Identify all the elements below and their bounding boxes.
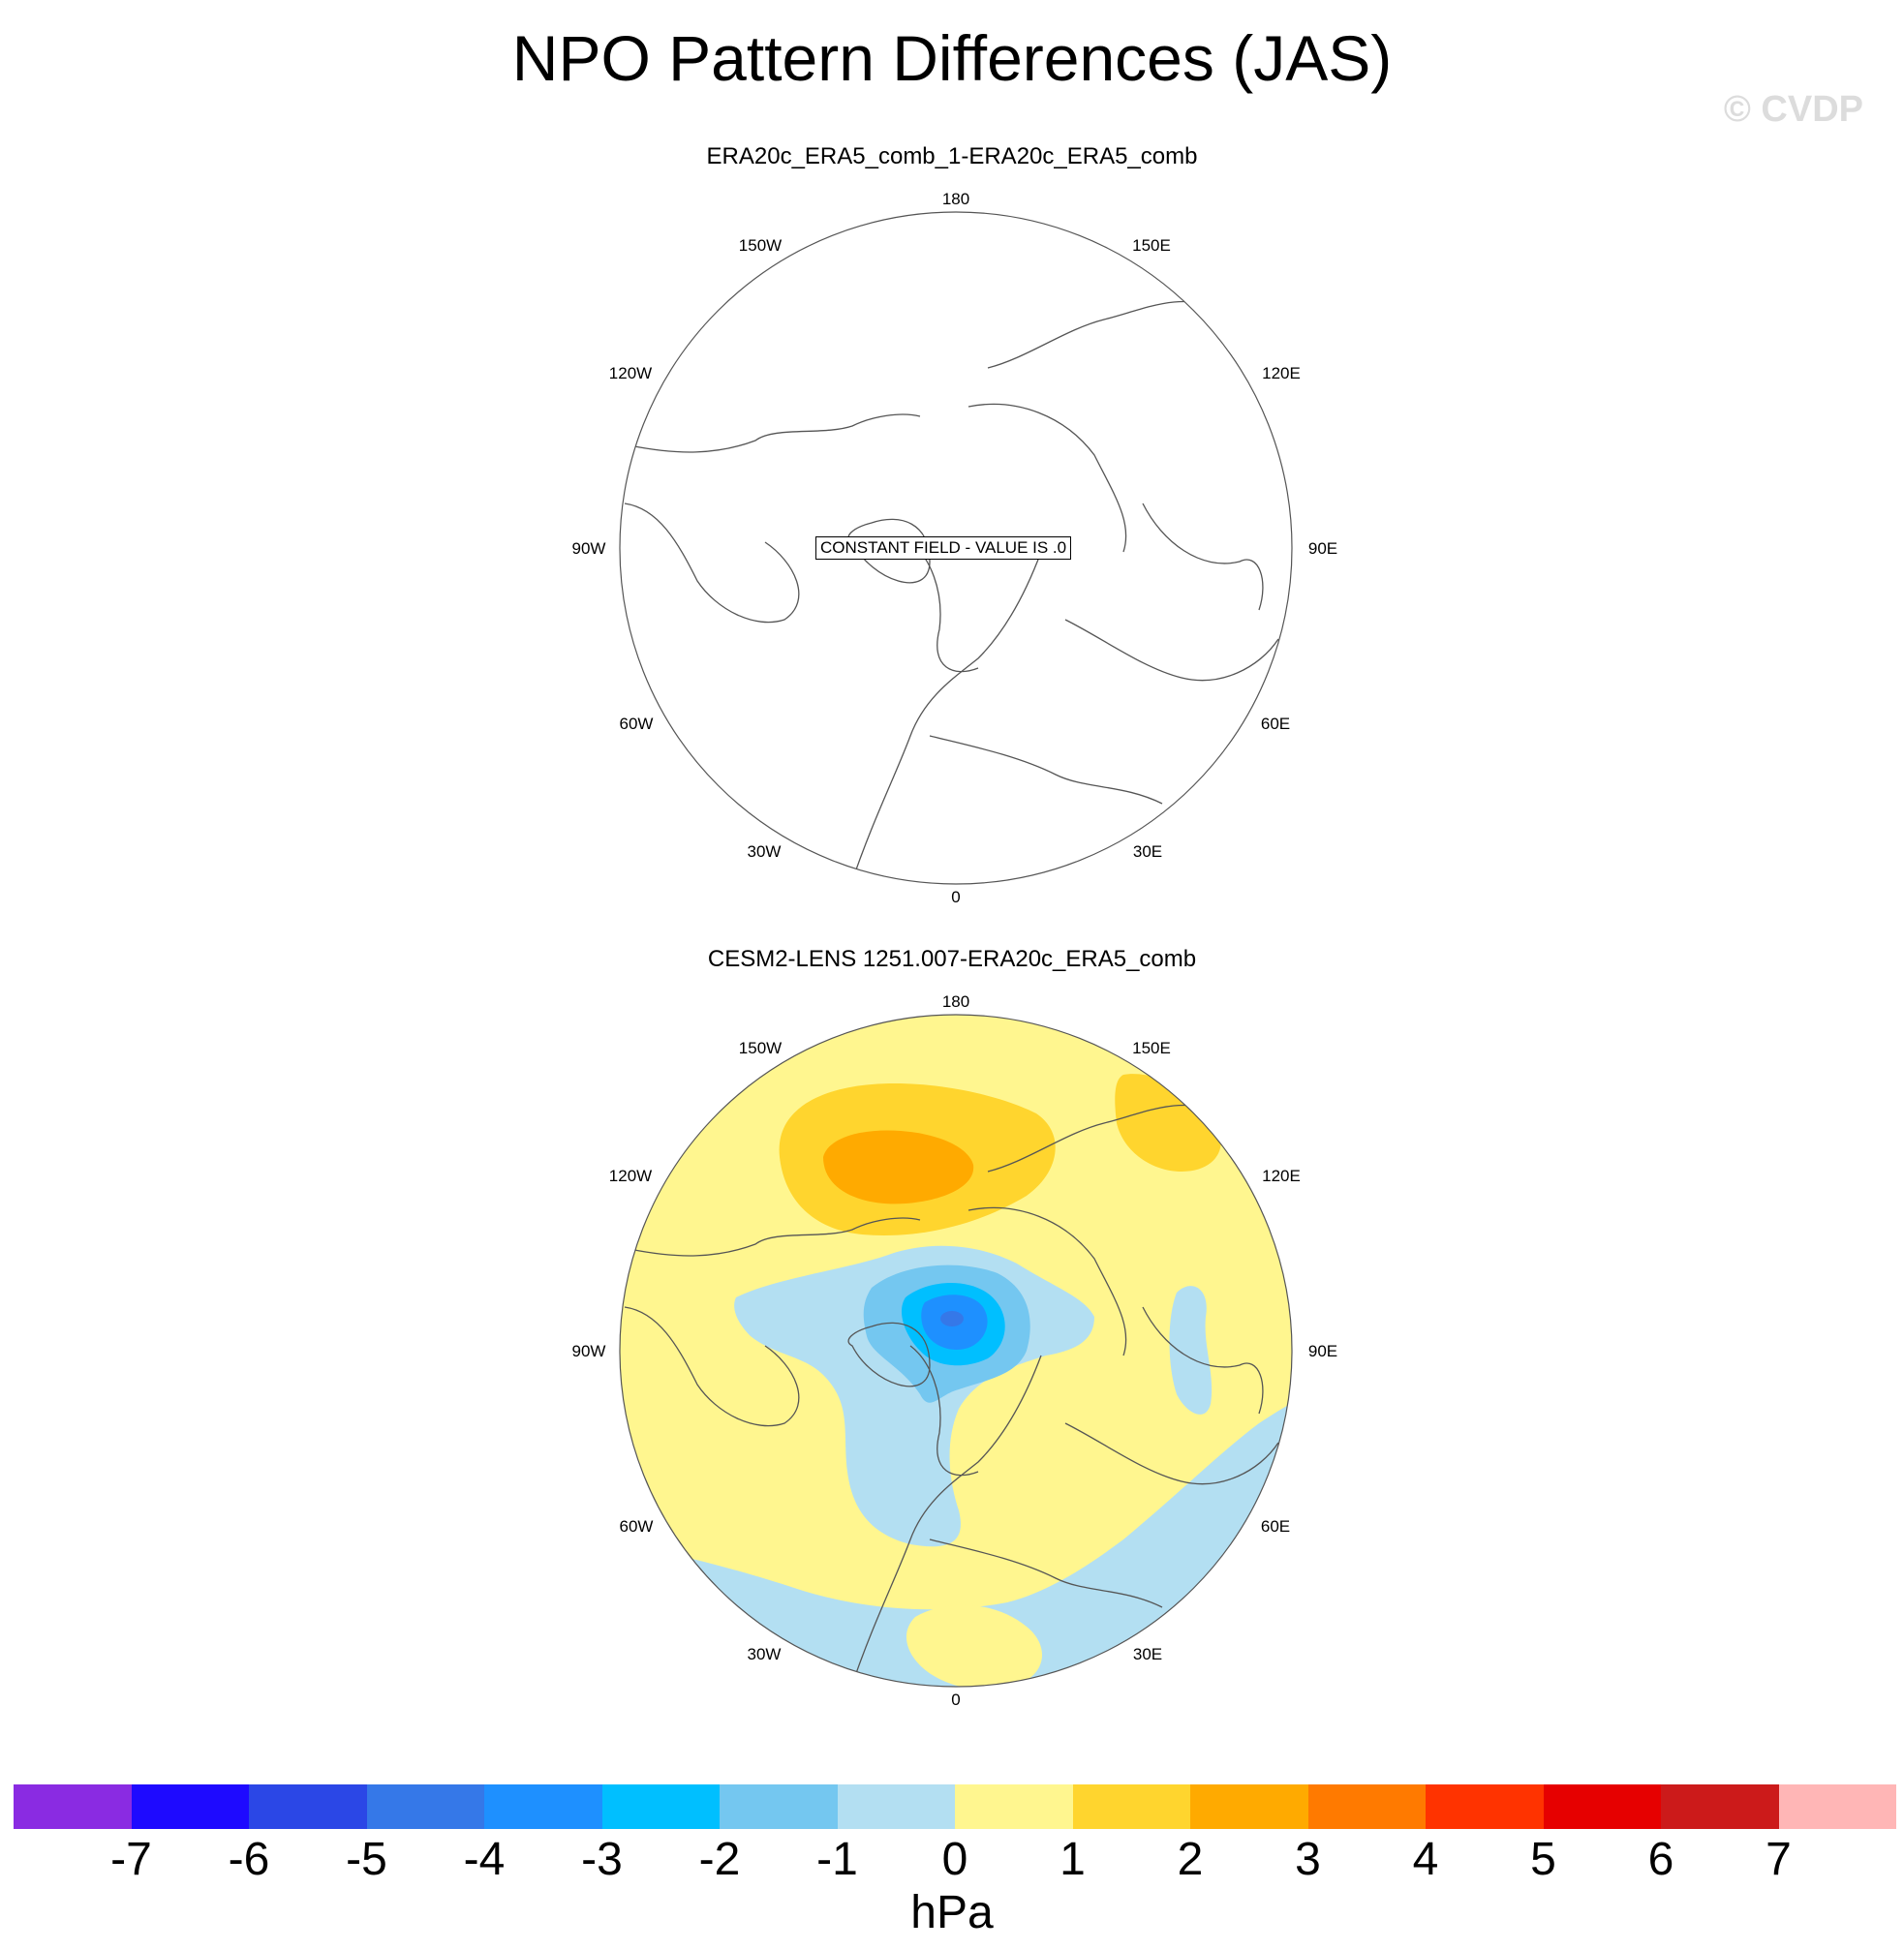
colorbar-cell — [1661, 1784, 1779, 1829]
p1-lon-150e: 150E — [1132, 236, 1171, 255]
p1-lon-90w: 90W — [572, 539, 606, 558]
field-negative-east — [1169, 1286, 1213, 1415]
p2-lon-90e: 90E — [1308, 1342, 1337, 1360]
colorbar-units: hPa — [910, 1887, 994, 1938]
panel-2-coastlines — [624, 1104, 1292, 1686]
colorbar-tick-label: -4 — [463, 1834, 506, 1885]
p2-lon-120w: 120W — [609, 1167, 652, 1185]
colorbar-cell — [1543, 1784, 1661, 1829]
colorbar-cell — [1190, 1784, 1308, 1829]
p2-lon-0: 0 — [951, 1691, 960, 1709]
constant-field-notice: CONSTANT FIELD - VALUE IS .0 — [815, 536, 1072, 560]
p1-lon-120e: 120E — [1262, 364, 1301, 382]
panel-1-title: ERA20c_ERA5_comb_1-ERA20c_ERA5_comb — [706, 143, 1198, 169]
colorbar-tick-label: -3 — [581, 1834, 623, 1885]
p1-lon-0: 0 — [951, 888, 960, 906]
colorbar-cell — [837, 1784, 955, 1829]
colorbar-cell — [720, 1784, 838, 1829]
colorbar-tick-label: 1 — [1059, 1834, 1086, 1885]
colorbar-tick-label: 2 — [1177, 1834, 1204, 1885]
colorbar-tick-label: -1 — [816, 1834, 858, 1885]
colorbar-tick-labels: -7 -6 -5 -4 -3 -2 -1 0 1 2 3 4 5 6 7 — [0, 1833, 1904, 1891]
p1-lon-120w: 120W — [609, 364, 652, 382]
colorbar-cell — [601, 1784, 720, 1829]
p2-lon-30e: 30E — [1133, 1645, 1162, 1663]
p1-lon-30e: 30E — [1133, 842, 1162, 861]
p2-lon-60e: 60E — [1261, 1517, 1290, 1536]
panel-1-coastlines — [624, 300, 1292, 882]
p2-lon-60w: 60W — [620, 1517, 654, 1536]
colorbar-cell — [955, 1784, 1073, 1829]
p1-lon-180: 180 — [942, 190, 969, 208]
cvdp-watermark: © CVDP — [1723, 89, 1863, 130]
field-positive-south — [906, 1604, 1042, 1687]
panel-2-map: 180 150W 150E 120W 120E 90W 90E 60W 60E … — [572, 992, 1338, 1709]
p2-lon-180: 180 — [942, 992, 969, 1011]
colorbar-tick-label: 6 — [1647, 1834, 1674, 1885]
p1-lon-60w: 60W — [620, 715, 654, 733]
p1-lon-30w: 30W — [748, 842, 782, 861]
field-positive-2-3-north — [823, 1130, 974, 1204]
colorbar-tick-label: -5 — [346, 1834, 387, 1885]
panel-2-title: CESM2-LENS 1251.007-ERA20c_ERA5_comb — [707, 946, 1197, 972]
colorbar-cell — [1072, 1784, 1190, 1829]
colorbar-tick-label: -2 — [698, 1834, 741, 1885]
colorbar-tick-label: 4 — [1412, 1834, 1439, 1885]
p2-lon-120e: 120E — [1262, 1167, 1301, 1185]
colorbar-tick-label: -6 — [228, 1834, 270, 1885]
field-negative-4-5 — [940, 1311, 964, 1326]
colorbar-tick-label: -7 — [110, 1834, 152, 1885]
p2-lon-30w: 30W — [748, 1645, 782, 1663]
p2-lon-90w: 90W — [572, 1342, 606, 1360]
colorbar-cell — [1307, 1784, 1426, 1829]
field-positive-1-2-northeast — [1115, 1074, 1221, 1172]
p1-lon-60e: 60E — [1261, 715, 1290, 733]
p2-lon-150e: 150E — [1132, 1039, 1171, 1057]
colorbar-cell — [249, 1784, 367, 1829]
colorbar-tick-label: 0 — [941, 1834, 968, 1885]
colorbar-cell — [1426, 1784, 1544, 1829]
colorbar-cell — [1778, 1784, 1896, 1829]
figure-title: NPO Pattern Differences (JAS) — [511, 22, 1393, 94]
colorbar-cell — [131, 1784, 249, 1829]
colorbar-cell — [366, 1784, 484, 1829]
p1-lon-150w: 150W — [739, 236, 782, 255]
p1-lon-90e: 90E — [1308, 539, 1337, 558]
colorbar-tick-label: 3 — [1295, 1834, 1321, 1885]
p2-lon-150w: 150W — [739, 1039, 782, 1057]
colorbar-cell — [14, 1784, 132, 1829]
colorbar-tick-label: 7 — [1766, 1834, 1792, 1885]
colorbar-tick-label: 5 — [1530, 1834, 1556, 1885]
colorbar — [14, 1784, 1896, 1829]
colorbar-cell — [484, 1784, 602, 1829]
